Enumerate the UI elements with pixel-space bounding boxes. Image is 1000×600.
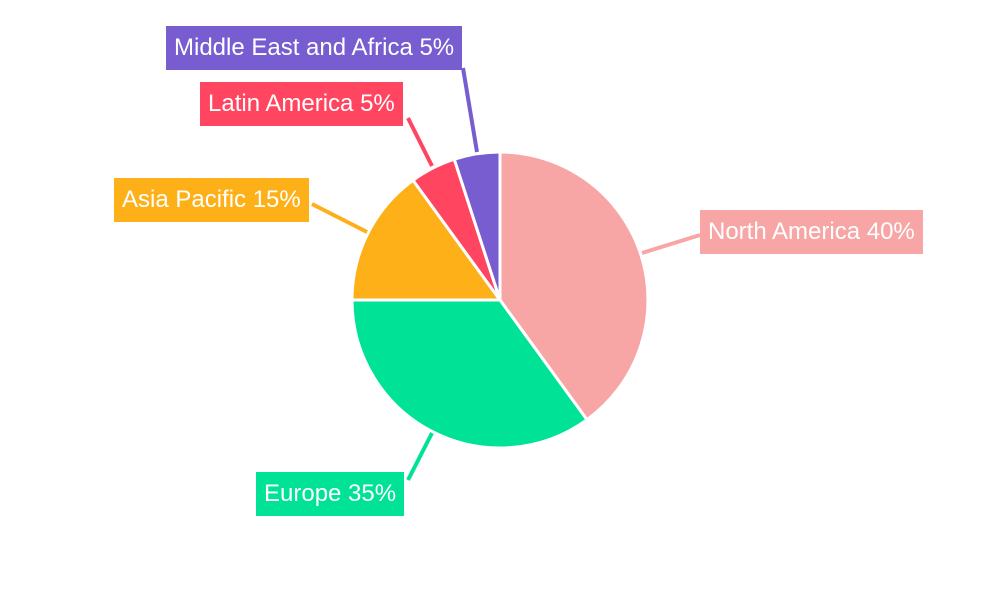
leader-line <box>406 432 434 481</box>
pie-slice-middle-east-and-africa[interactable] <box>452 150 502 301</box>
leader-line <box>641 233 701 255</box>
pie-slice-asia-pacific[interactable] <box>350 178 503 302</box>
slice-label: Asia Pacific 15% <box>114 178 309 222</box>
leader-line <box>461 67 479 153</box>
pie-slice-europe[interactable] <box>350 298 590 450</box>
slice-label: Latin America 5% <box>200 82 403 126</box>
leader-line <box>406 117 434 167</box>
leader-line <box>311 202 368 234</box>
slice-label: North America 40% <box>700 210 923 254</box>
slice-label: Europe 35% <box>256 472 405 516</box>
slice-label: Middle East and Africa 5% <box>166 26 463 70</box>
pie-slice-north-america[interactable] <box>498 150 650 422</box>
